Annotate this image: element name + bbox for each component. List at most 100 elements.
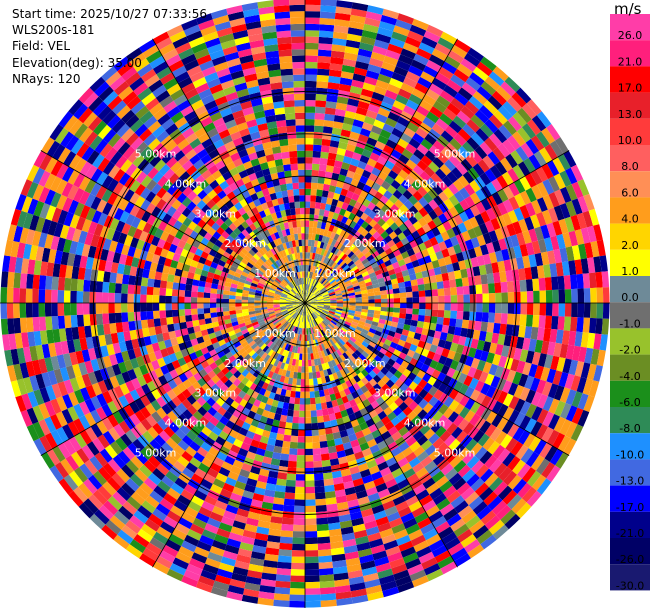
ppi-gate [305, 569, 319, 576]
ppi-gate [318, 43, 332, 50]
ppi-gate [321, 145, 330, 152]
ppi-gate [305, 525, 317, 532]
ppi-gate [296, 379, 301, 386]
ppi-gate [314, 473, 324, 480]
ppi-gate [140, 311, 147, 320]
ppi-gate [102, 303, 109, 314]
ppi-gate [7, 287, 14, 303]
ppi-gate [602, 271, 610, 287]
ppi-gate [305, 544, 318, 551]
ppi-gate [318, 555, 332, 562]
ppi-gate [295, 493, 305, 500]
ppi-gate [482, 293, 489, 303]
ppi-gate [449, 279, 456, 288]
ppi-gate [70, 303, 77, 315]
ppi-gate [296, 461, 305, 468]
ppi-gate [248, 300, 254, 303]
ppi-gate [315, 486, 325, 493]
ppi-gate [317, 537, 330, 544]
ppi-gate [96, 292, 103, 303]
ppi-gate [320, 5, 336, 13]
ppi-gate [295, 391, 300, 398]
ppi-gate [526, 279, 533, 291]
ppi-gate [493, 323, 501, 334]
ppi-gate [381, 299, 388, 303]
ppi-gate [128, 284, 135, 294]
ppi-gate [320, 447, 329, 454]
ppi-gate [26, 317, 34, 332]
ppi-gate [419, 309, 426, 316]
ppi-gate [305, 379, 309, 386]
ppi-gate [393, 288, 400, 294]
ppi-gate [565, 289, 572, 303]
ppi-gate [305, 214, 310, 220]
ppi-gate [400, 303, 407, 308]
ppi-gate [412, 314, 419, 321]
ppi-gate [127, 294, 134, 303]
ppi-gate [532, 279, 539, 292]
ppi-gate [533, 303, 540, 315]
ppi-gate [305, 417, 311, 424]
ppi-gate [294, 404, 300, 411]
ppi-gate [288, 454, 297, 461]
ppi-gate [315, 107, 326, 114]
ppi-gate [305, 43, 319, 50]
ppi-gate [374, 295, 381, 299]
ppi-gate [289, 595, 305, 602]
ppi-gate [166, 288, 173, 296]
ppi-gate [64, 278, 71, 291]
ppi-gate [51, 303, 58, 316]
ppi-gate [116, 322, 124, 333]
ppi-gate [216, 294, 223, 299]
ppi-gate [300, 385, 305, 391]
ppi-gate [317, 62, 330, 69]
ppi-gate [153, 311, 160, 319]
ppi-gate [406, 303, 413, 309]
ppi-gate [305, 157, 313, 164]
ppi-gate [313, 138, 322, 145]
ppi-gate [311, 423, 318, 430]
ppi-gate [302, 347, 305, 353]
ppi-gate [362, 300, 368, 303]
ppi-gate [589, 273, 597, 289]
ppi-gate [356, 300, 362, 303]
ppi-gate [583, 273, 590, 288]
ppi-gate [317, 524, 329, 531]
ppi-gate [281, 447, 290, 454]
ppi-gate [7, 318, 15, 334]
ppi-gate [405, 286, 412, 292]
ppi-gate [305, 56, 318, 63]
ppi-gate [312, 170, 319, 177]
ppi-gate [90, 281, 97, 293]
ppi-gate [167, 324, 175, 332]
ppi-gate [140, 303, 147, 312]
ppi-gate [140, 286, 147, 295]
ppi-gate [312, 436, 320, 443]
ppi-gate [305, 582, 320, 589]
ppi-gate [305, 392, 310, 399]
ppi-gate [299, 417, 305, 424]
ppi-gate [310, 208, 315, 215]
ppi-gate [290, 576, 305, 583]
ppi-gate [576, 317, 584, 332]
ppi-gate [320, 12, 336, 20]
ppi-gate [356, 303, 362, 306]
ppi-gate [305, 512, 316, 519]
ppi-gate [312, 442, 320, 449]
ppi-gate [146, 303, 153, 311]
ppi-gate [102, 313, 109, 324]
ppi-gate [488, 283, 495, 293]
ppi-gate [319, 164, 327, 171]
ppi-gate [305, 246, 308, 252]
ppi-gate [279, 543, 292, 550]
ppi-gate [539, 290, 546, 303]
ppi-gate [321, 453, 330, 460]
ppi-gate [493, 272, 501, 283]
ppi-gate [449, 318, 456, 327]
ppi-gate [309, 221, 314, 228]
ppi-gate [455, 319, 462, 328]
ppi-gate [229, 303, 235, 307]
ppi-gate [235, 306, 242, 310]
ppi-gate [315, 202, 321, 209]
ppi-gate [305, 493, 315, 500]
